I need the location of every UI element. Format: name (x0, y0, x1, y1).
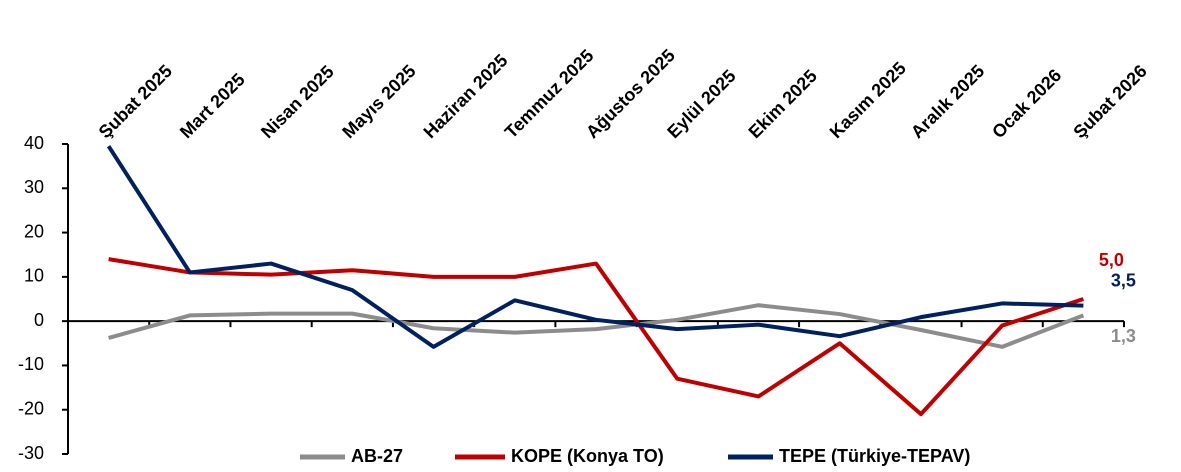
y-tick-label: 20 (24, 221, 44, 241)
x-tick-label: Kasım 2025 (826, 58, 910, 142)
x-tick-label: Eylül 2025 (663, 66, 739, 142)
y-tick-label: -20 (18, 398, 44, 418)
x-tick-label: Ekim 2025 (745, 66, 821, 142)
x-tick-label: Mart 2025 (176, 69, 249, 142)
x-tick-label: Haziran 2025 (420, 50, 512, 142)
line-series (106, 145, 1084, 349)
y-tick-label: 30 (24, 177, 44, 197)
data-label: 3,5 (1111, 270, 1136, 290)
x-tick-label: Nisan 2025 (257, 62, 338, 143)
legend-label: KOPE (Konya TO) (511, 446, 664, 466)
x-tick-label: Şubat 2025 (95, 61, 176, 142)
y-tick-label: 0 (34, 310, 44, 330)
x-tick-label: Şubat 2026 (1069, 61, 1150, 142)
line-series (108, 257, 1085, 417)
y-tick-label: -30 (18, 443, 44, 463)
data-label: 1,3 (1111, 326, 1136, 346)
x-tick-label: Mayıs 2025 (338, 61, 419, 142)
x-tick-label: Ocak 2026 (988, 65, 1065, 142)
line-series (108, 303, 1085, 349)
data-label: 5,0 (1099, 250, 1124, 270)
legend-label: TEPE (Türkiye-TEPAV) (779, 446, 970, 466)
y-tick-label: 40 (24, 133, 44, 153)
y-tick-label: -10 (18, 354, 44, 374)
x-tick-label: Aralık 2025 (907, 61, 988, 142)
y-tick-label: 10 (24, 266, 44, 286)
legend-label: AB-27 (351, 446, 403, 466)
